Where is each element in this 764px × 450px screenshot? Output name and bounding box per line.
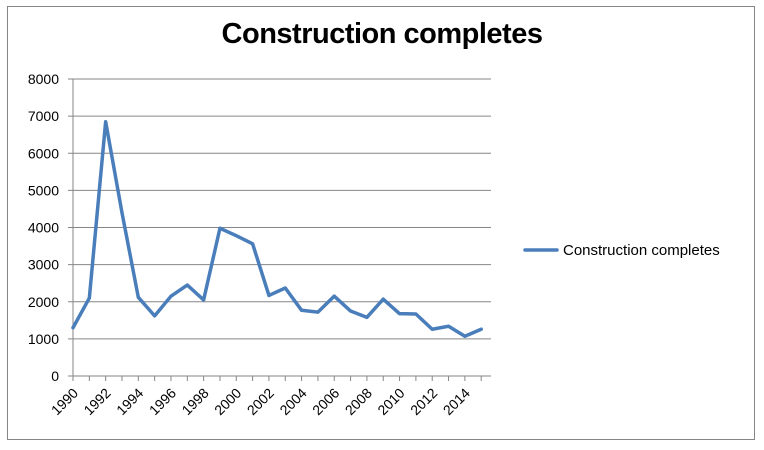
gridlines xyxy=(73,78,491,340)
data-point xyxy=(414,312,418,316)
x-tick-label: 1998 xyxy=(178,385,211,418)
data-point xyxy=(365,315,369,319)
data-point xyxy=(300,308,304,312)
y-tick-label: 3000 xyxy=(28,257,59,273)
axes xyxy=(68,78,491,381)
data-point xyxy=(234,234,238,238)
data-point xyxy=(398,312,402,316)
y-tick-labels: 0 1000 2000 3000 4000 5000 6000 7000 8000 xyxy=(28,71,59,384)
data-point xyxy=(120,211,124,215)
x-tick-label: 1994 xyxy=(113,385,146,418)
x-tick-label: 1992 xyxy=(80,385,113,418)
x-tick-label: 2014 xyxy=(440,385,473,418)
legend-label: Construction completes xyxy=(563,242,720,259)
data-point xyxy=(251,242,255,246)
x-tick-label: 1990 xyxy=(48,385,81,418)
data-point xyxy=(104,120,108,124)
data-point xyxy=(430,327,434,331)
x-tick-label: 1996 xyxy=(146,385,179,418)
data-point xyxy=(479,327,483,331)
x-tick-label: 2006 xyxy=(309,385,342,418)
data-point xyxy=(71,326,75,330)
x-tick-label: 2002 xyxy=(244,385,277,418)
data-point xyxy=(218,226,222,230)
x-tick-label: 2008 xyxy=(342,385,375,418)
series-line xyxy=(71,119,483,339)
y-tick-label: 2000 xyxy=(28,294,59,310)
data-point xyxy=(87,296,91,300)
data-point xyxy=(153,314,157,318)
y-tick-label: 5000 xyxy=(28,182,59,198)
x-tick-label: 2010 xyxy=(374,385,407,418)
chart-title: Construction completes xyxy=(221,18,543,50)
y-tick-label: 8000 xyxy=(28,71,59,87)
data-point xyxy=(185,283,189,287)
data-point xyxy=(267,293,271,297)
chart-frame xyxy=(7,6,755,440)
x-tick-label: 2000 xyxy=(211,385,244,418)
y-tick-label: 4000 xyxy=(28,220,59,236)
data-point xyxy=(316,310,320,314)
x-tick-labels: 1990 1992 1994 1996 1998 2000 2002 2004 2006 2008… xyxy=(48,385,473,418)
data-point xyxy=(447,324,451,328)
x-tick-label: 2012 xyxy=(407,385,440,418)
data-point xyxy=(202,298,206,302)
data-point xyxy=(169,294,173,298)
data-point xyxy=(283,286,287,290)
data-point xyxy=(332,294,336,298)
data-point xyxy=(349,309,353,313)
data-point xyxy=(381,297,385,301)
y-tick-label: 1000 xyxy=(28,331,59,347)
series-layer xyxy=(71,119,483,339)
legend: Construction completes xyxy=(523,242,720,259)
y-tick-label: 7000 xyxy=(28,108,59,124)
data-point xyxy=(136,295,140,299)
y-tick-label: 0 xyxy=(51,368,59,384)
y-tick-label: 6000 xyxy=(28,145,59,161)
data-point xyxy=(463,334,467,338)
x-tick-label: 2004 xyxy=(276,385,309,418)
